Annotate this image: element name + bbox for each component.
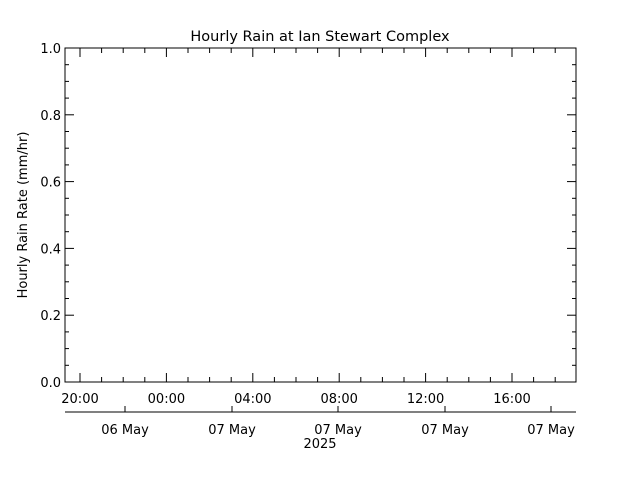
y-tick-label: 0.4	[40, 242, 61, 257]
x-tick-label: 00:00	[148, 392, 185, 407]
x-tick-label: 12:00	[407, 392, 444, 407]
plot-frame	[64, 47, 577, 383]
date-label: 07 May	[421, 423, 469, 438]
y-tick-label: 1.0	[40, 42, 61, 57]
chart-title: Hourly Rain at Ian Stewart Complex	[190, 29, 450, 45]
y-tick-label: 0.0	[40, 376, 61, 391]
year-label: 2025	[303, 437, 336, 452]
y-tick-label: 0.2	[40, 309, 61, 324]
x-tick-label: 16:00	[493, 392, 530, 407]
date-label: 07 May	[314, 423, 362, 438]
date-label: 07 May	[527, 423, 575, 438]
x-tick-label: 04:00	[234, 392, 271, 407]
date-label: 06 May	[101, 423, 149, 438]
y-tick-label: 0.6	[40, 176, 61, 191]
date-label: 07 May	[208, 423, 256, 438]
x-tick-label: 08:00	[320, 392, 357, 407]
y-axis-label: Hourly Rain Rate (mm/hr)	[16, 132, 31, 299]
x-tick-label: 20:00	[61, 392, 98, 407]
plot-area: 0.0 0.2 0.4 0.6 0.8 1.0 20:00 00:00 04:00 08:00 12…	[40, 42, 577, 438]
y-tick-label: 0.8	[40, 109, 61, 124]
